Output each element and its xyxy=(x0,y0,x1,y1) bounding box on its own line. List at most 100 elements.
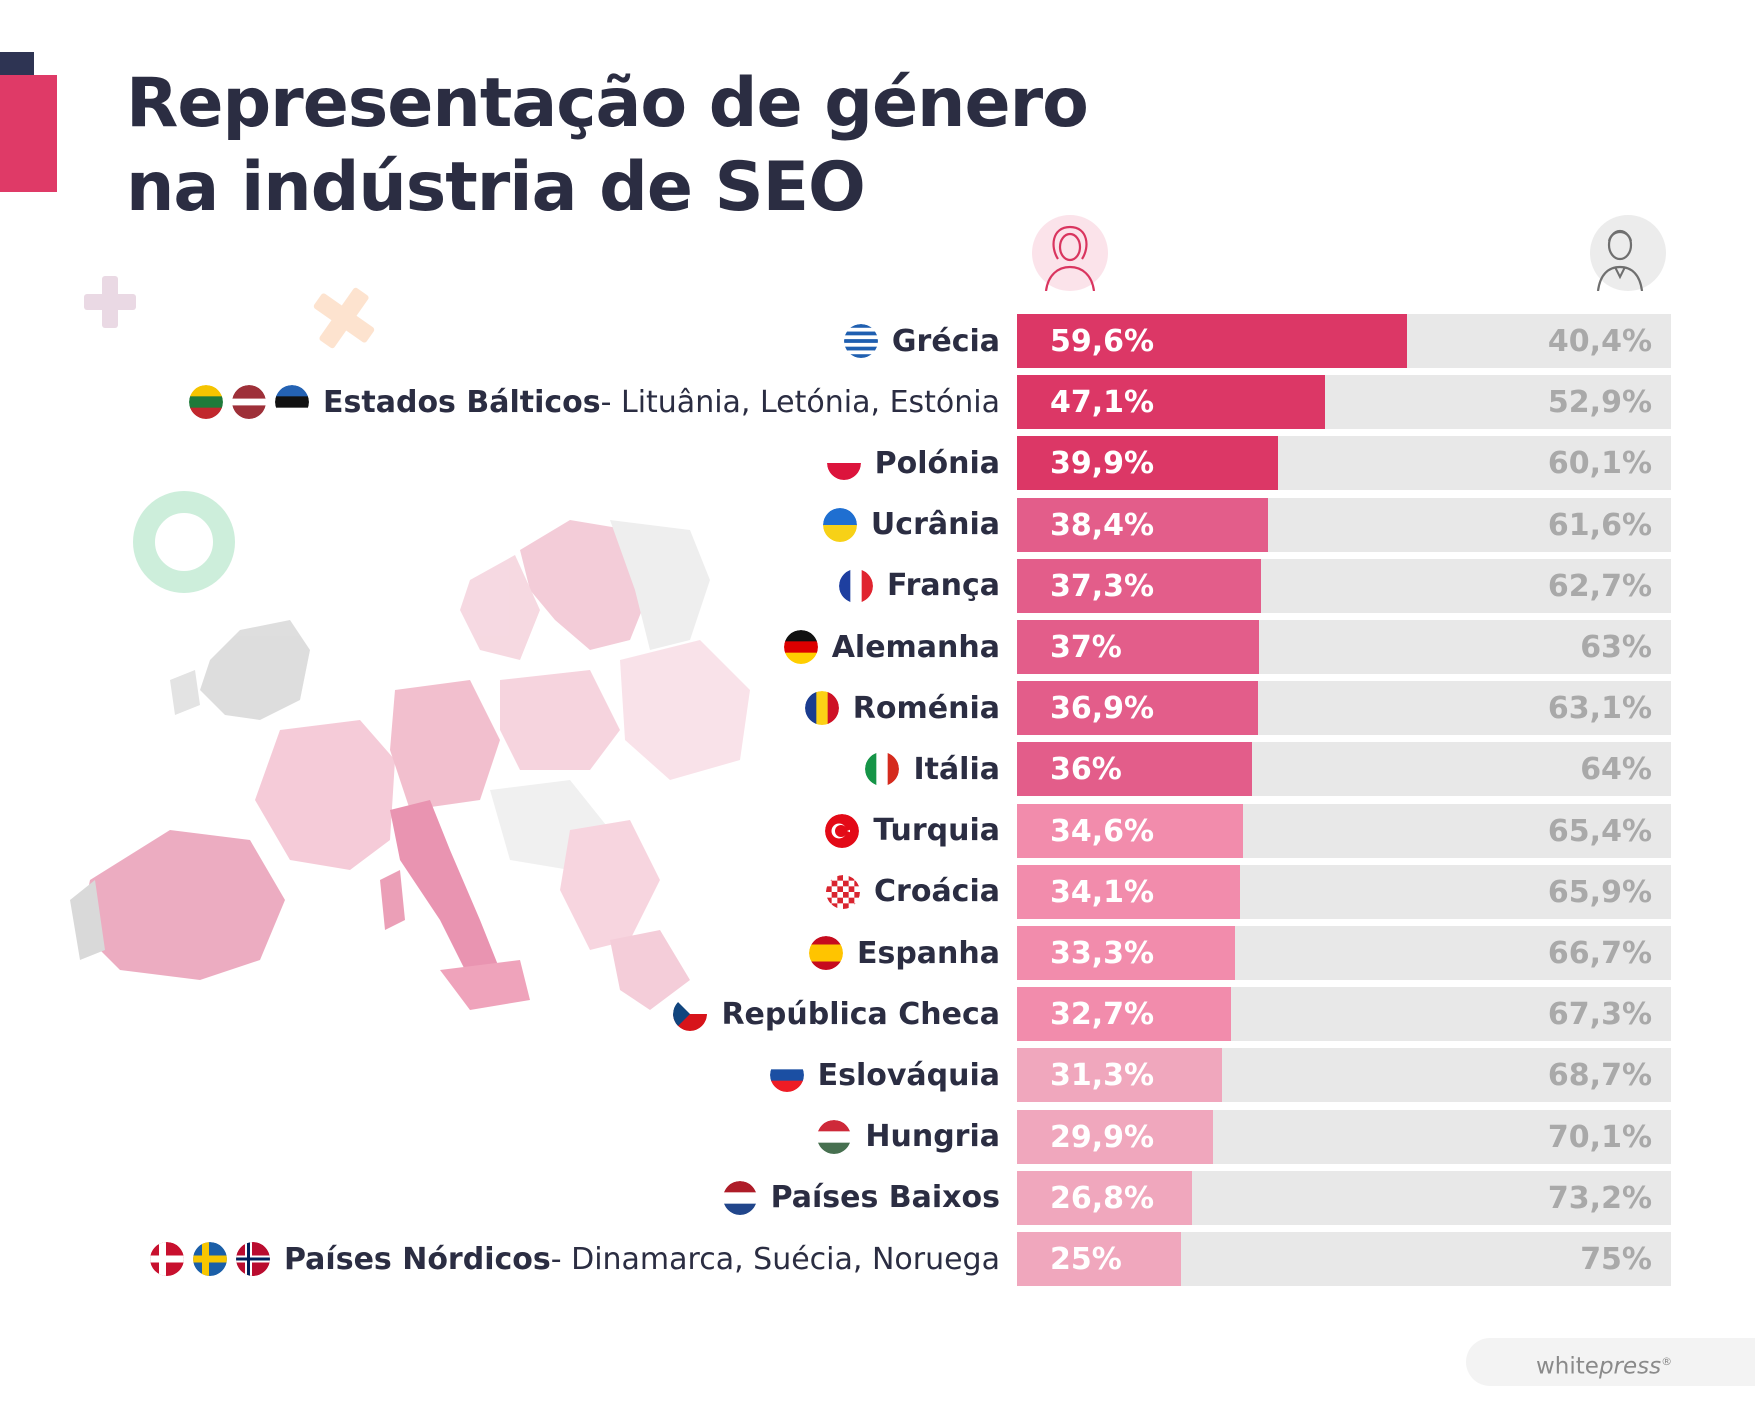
female-bar xyxy=(1017,1109,1213,1164)
flag-tr-icon xyxy=(825,813,860,848)
corner-accent xyxy=(0,75,57,192)
chart-row: Alemanha 37% 63% xyxy=(0,620,1755,674)
chart-row: Turquia 34,6% 65,4% xyxy=(0,803,1755,858)
row-label: Alemanha xyxy=(775,620,1000,674)
title-line-2: na indústria de SEO xyxy=(126,148,866,227)
male-avatar xyxy=(1590,215,1666,292)
country-name: Turquia xyxy=(873,813,1000,849)
female-value-label: 59,6% xyxy=(1050,324,1155,359)
male-value-label: 68,7% xyxy=(1547,1058,1652,1094)
female-value-label: 34,6% xyxy=(1050,813,1155,849)
flag-gr-icon xyxy=(843,324,878,358)
flag-de-icon xyxy=(783,630,818,664)
female-bar xyxy=(1017,1170,1193,1225)
logo-mark: ® xyxy=(1661,1355,1673,1368)
female-bar xyxy=(1017,436,1278,491)
chart-row: República Checa 32,7% 67,3% xyxy=(0,987,1755,1042)
title-line-1: Representação de género xyxy=(126,64,1089,143)
chart-row: Eslováquia 31,3% 68,7% xyxy=(0,1048,1755,1103)
female-bar xyxy=(1017,1232,1181,1286)
male-value-label: 61,6% xyxy=(1547,507,1652,543)
chart-row: Croácia 34,1% 65,9% xyxy=(0,864,1755,919)
male-value-label: 73,2% xyxy=(1547,1180,1652,1216)
male-value-label: 63,1% xyxy=(1547,691,1652,727)
chart-row: Grécia 59,6% 40,4% xyxy=(0,314,1755,368)
chart-row: França 37,3% 62,7% xyxy=(0,558,1755,613)
chart-row: Hungria 29,9% 70,1% xyxy=(0,1109,1755,1164)
chart-row: Espanha 33,3% 66,7% xyxy=(0,926,1755,980)
flag-se-icon xyxy=(193,1242,227,1276)
country-name: Grécia xyxy=(891,323,1000,359)
flag-group xyxy=(761,1058,804,1093)
country-name: Polónia xyxy=(874,445,1000,481)
male-value-label: 65,4% xyxy=(1547,813,1652,849)
woman-avatar-icon xyxy=(1044,225,1096,292)
male-value-label: 70,1% xyxy=(1547,1119,1652,1155)
flag-cz-icon xyxy=(673,997,708,1032)
row-label: Países Baixos xyxy=(714,1171,1000,1225)
female-bar xyxy=(1017,497,1269,552)
flag-fr-icon xyxy=(839,568,873,603)
male-value-label: 63% xyxy=(1580,630,1652,665)
flag-pl-icon xyxy=(826,446,861,481)
flag-group xyxy=(814,507,857,542)
flag-group xyxy=(141,1242,270,1276)
country-name: República Checa xyxy=(721,996,1000,1032)
female-value-label: 39,9% xyxy=(1050,446,1155,482)
row-label: Espanha xyxy=(800,926,1000,980)
female-value-label: 26,8% xyxy=(1050,1180,1155,1216)
flag-group xyxy=(830,568,873,603)
whitepress-logo: whitepress® xyxy=(1466,1338,1755,1386)
country-name: Alemanha xyxy=(831,629,1000,665)
female-value-label: 37% xyxy=(1050,630,1122,665)
flag-hu-icon xyxy=(817,1119,852,1154)
flag-it-icon xyxy=(865,752,900,787)
flag-group xyxy=(180,385,310,420)
corner-accent-dark xyxy=(0,52,34,75)
female-value-label: 37,3% xyxy=(1050,568,1155,604)
country-name: Países Baixos xyxy=(770,1180,1000,1216)
flag-ua-icon xyxy=(822,507,857,542)
flag-nl-icon xyxy=(722,1180,757,1215)
country-name: Países Nórdicos xyxy=(284,1241,551,1277)
plus-decoration-icon xyxy=(84,276,136,328)
row-label: Roménia xyxy=(796,681,1000,735)
male-value-label: 67,3% xyxy=(1547,997,1652,1033)
chart-row: Itália 36% 64% xyxy=(0,742,1755,797)
flag-group xyxy=(714,1180,757,1215)
flag-group xyxy=(796,691,839,726)
flag-es-icon xyxy=(808,936,843,970)
male-value-label: 40,4% xyxy=(1547,324,1652,359)
man-avatar-icon xyxy=(1596,229,1644,292)
flag-group xyxy=(808,1119,852,1154)
female-bar xyxy=(1017,803,1244,858)
chart-row: Países Baixos 26,8% 73,2% xyxy=(0,1170,1755,1225)
male-value-label: 64% xyxy=(1580,752,1652,788)
ring-decoration-icon xyxy=(133,491,235,593)
country-name: Estados Bálticos xyxy=(323,384,601,420)
female-avatar xyxy=(1032,215,1108,292)
flag-hr-icon xyxy=(826,874,861,909)
flag-group xyxy=(800,936,843,970)
chart-row: Polónia 39,9% 60,1% xyxy=(0,436,1755,491)
flag-group xyxy=(816,813,860,848)
female-bar xyxy=(1017,926,1235,980)
male-value-label: 75% xyxy=(1580,1242,1652,1277)
flag-ro-icon xyxy=(804,691,839,726)
chart-row: Estados Bálticos - Lituânia, Letónia, Est… xyxy=(0,375,1755,430)
flag-sk-icon xyxy=(769,1058,804,1093)
flag-lt-icon xyxy=(189,385,224,420)
female-bar xyxy=(1017,681,1259,736)
row-label: Eslováquia xyxy=(761,1048,1000,1102)
female-value-label: 34,1% xyxy=(1050,874,1155,910)
row-label: Grécia xyxy=(835,314,1000,368)
country-name: Eslováquia xyxy=(817,1057,1000,1093)
female-value-label: 32,7% xyxy=(1050,997,1155,1033)
row-label: Ucrânia xyxy=(814,498,1000,552)
female-value-label: 29,9% xyxy=(1050,1119,1155,1155)
male-value-label: 60,1% xyxy=(1547,446,1652,482)
country-name: Hungria xyxy=(865,1119,1000,1155)
country-detail: - Dinamarca, Suécia, Noruega xyxy=(550,1241,1000,1277)
country-name: Roménia xyxy=(852,690,1000,726)
chart-row: Países Nórdicos - Dinamarca, Suécia, Noru… xyxy=(0,1232,1755,1286)
